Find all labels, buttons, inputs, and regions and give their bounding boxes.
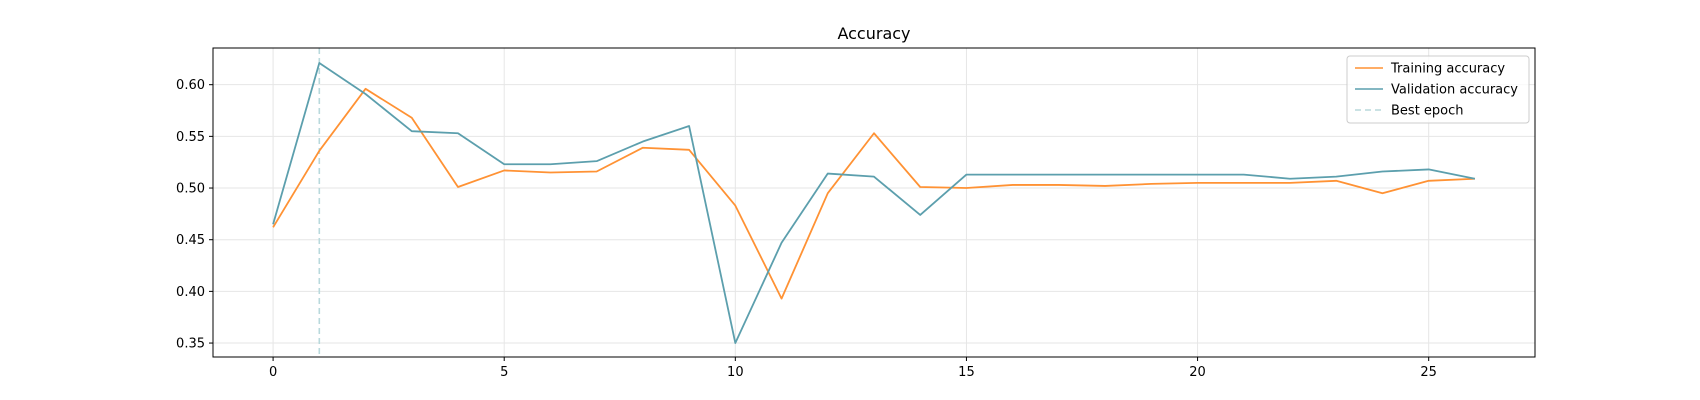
y-axis: 0.35 0.40 0.45 0.50 0.55 0.60 — [176, 78, 213, 352]
x-tick-label: 10 — [727, 365, 744, 380]
y-tick-label: 0.35 — [176, 337, 205, 352]
series-layer — [272, 62, 1476, 344]
legend-label-validation: Validation accuracy — [1391, 83, 1518, 98]
legend-box — [1346, 55, 1530, 124]
x-tick-label: 0 — [269, 365, 277, 380]
legend-label-training: Training accuracy — [1390, 62, 1505, 77]
x-tick-label: 20 — [1189, 365, 1206, 380]
chart-title: Accuracy — [837, 24, 910, 43]
legend-label-best-epoch: Best epoch — [1391, 104, 1464, 119]
y-tick-label: 0.55 — [176, 130, 205, 145]
x-tick-label: 15 — [958, 365, 975, 380]
y-tick-label: 0.60 — [176, 78, 205, 93]
plot-frame — [212, 47, 1536, 358]
grid-layer — [213, 48, 1535, 357]
x-tick-label: 25 — [1420, 365, 1437, 380]
y-tick-label: 0.50 — [176, 182, 205, 197]
y-tick-label: 0.45 — [176, 233, 205, 248]
y-tick-label: 0.40 — [176, 285, 205, 300]
x-tick-label: 5 — [500, 365, 508, 380]
legend: Training accuracy Validation accuracy Be… — [1346, 55, 1530, 124]
x-axis: 0 5 10 15 20 25 — [269, 357, 1437, 380]
